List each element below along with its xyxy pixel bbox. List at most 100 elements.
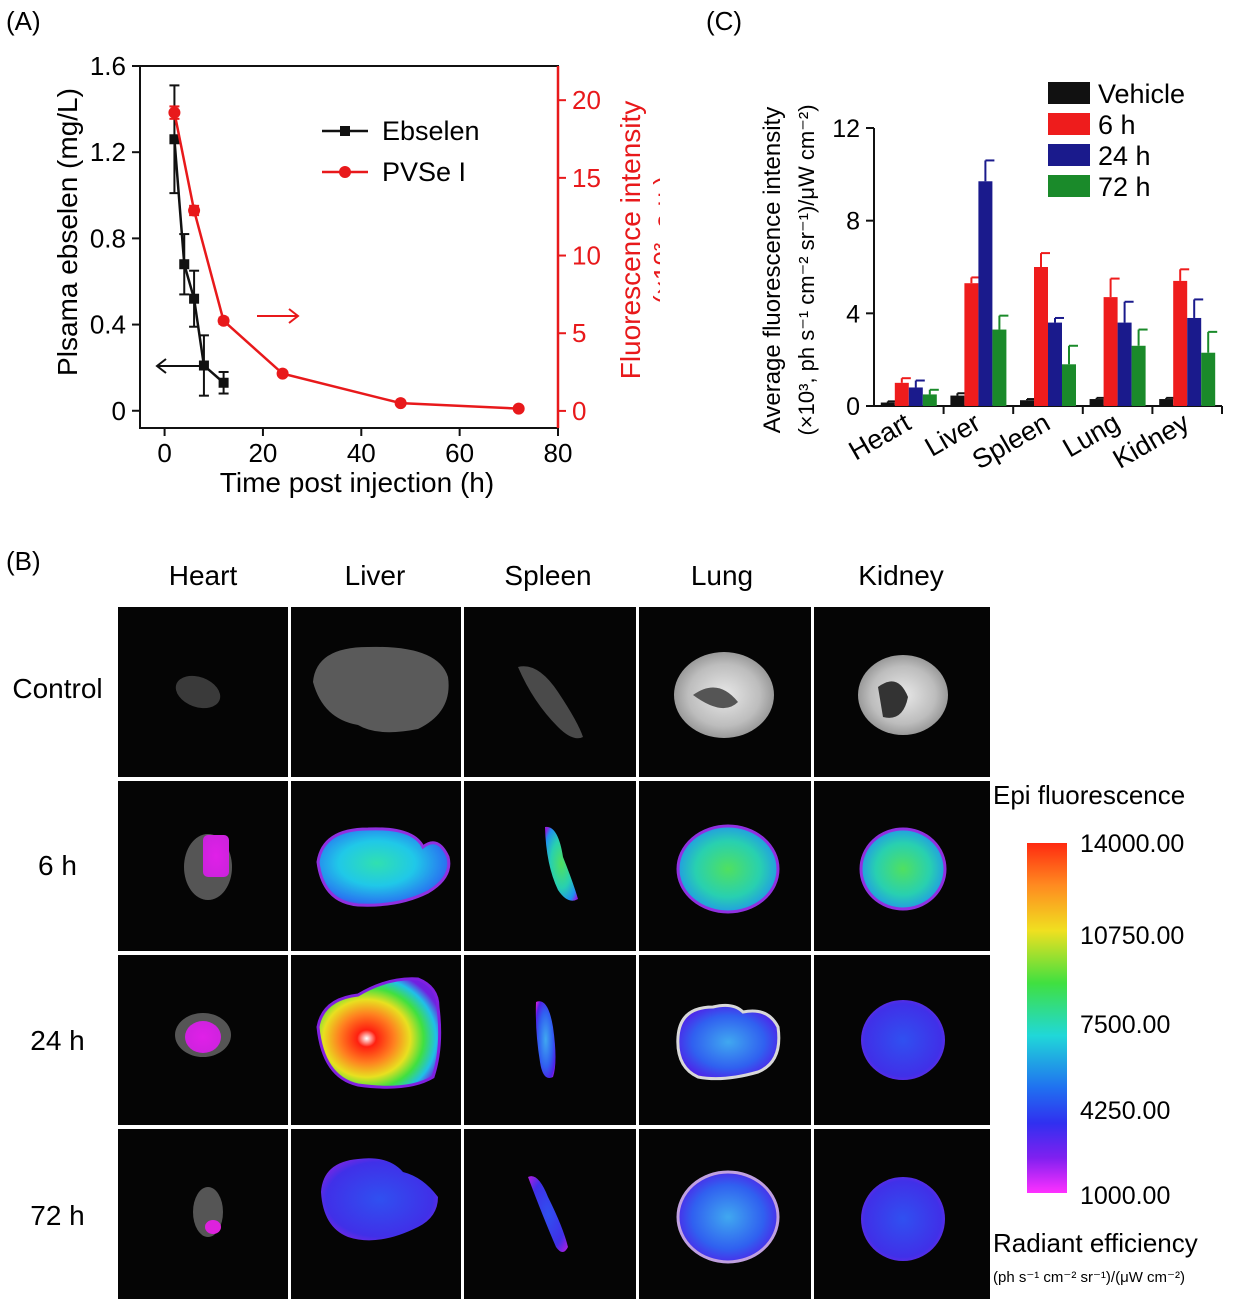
- legend-label: 6 h: [1098, 110, 1136, 140]
- colorbar-tick-4: 1000.00: [1080, 1182, 1171, 1210]
- y-right-tick-label: 0: [572, 396, 586, 426]
- y-tick-label: 12: [832, 115, 860, 143]
- legend-pvse: PVSe I: [382, 157, 466, 187]
- data-point: [179, 259, 190, 270]
- c-y-axis-label-2: (×10³, ph s⁻¹ cm⁻² sr⁻¹)/μW cm⁻²): [794, 104, 819, 435]
- category-label: Kidney: [1108, 407, 1195, 475]
- bar: [880, 402, 895, 406]
- bar: [1159, 399, 1174, 406]
- y-tick-label: 8: [846, 208, 860, 236]
- col-lung: Lung: [690, 560, 754, 591]
- panel-a-label: (A): [6, 6, 41, 36]
- legend-swatch: [1048, 82, 1090, 104]
- organ-spleen-6h: [545, 826, 578, 901]
- y-left-tick-label: 0.8: [90, 223, 126, 253]
- series-line: [173, 112, 519, 410]
- data-point: [188, 204, 201, 217]
- y-right-tick-label: 20: [572, 85, 601, 115]
- bar: [964, 283, 979, 406]
- organ-lung-24h: [676, 1003, 781, 1081]
- data-point: [198, 360, 209, 371]
- x-tick-label: 20: [248, 438, 277, 468]
- category-label: Spleen: [967, 407, 1055, 475]
- x-tick-label: 80: [544, 438, 573, 468]
- bar: [950, 395, 965, 406]
- legend-swatch: [1048, 144, 1090, 166]
- data-point: [169, 134, 180, 145]
- fluorescence-image-grid: [118, 607, 990, 1299]
- legend-label: 72 h: [1098, 172, 1151, 202]
- bar: [1187, 317, 1202, 406]
- bar: [1173, 280, 1188, 406]
- row-72h: 72 h: [30, 1200, 85, 1231]
- legend-label: Vehicle: [1098, 79, 1185, 109]
- legend: Ebselen PVSe I: [322, 116, 480, 187]
- data-point: [276, 367, 289, 380]
- bar: [1131, 345, 1146, 406]
- data-point: [217, 314, 230, 327]
- bar: [992, 329, 1007, 406]
- bar: [1062, 364, 1076, 406]
- bar: [1034, 267, 1048, 406]
- legend-swatch: [1048, 113, 1090, 135]
- colorbar-label: Radiant efficiency: [993, 1228, 1198, 1258]
- data-point: [394, 397, 407, 410]
- organ-liver-control: [313, 646, 449, 733]
- colorbar-title: Epi fluorescence: [993, 780, 1186, 810]
- bar: [922, 394, 937, 406]
- x-tick-label: 40: [347, 438, 376, 468]
- y-left-tick-label: 0: [112, 396, 126, 426]
- y-right-tick-label: 10: [572, 241, 601, 271]
- y-axis-right-label-1: Fluorescence intensity: [615, 101, 646, 380]
- bar: [1048, 322, 1062, 406]
- panel-a-chart: 0 20 40 60 80 0 0.4 0.8 1.2 1.6 0 5 10 15 20 Time post…: [52, 51, 660, 498]
- y-tick-label: 0: [846, 393, 860, 421]
- data-point: [168, 106, 181, 119]
- col-heart: Heart: [168, 560, 238, 591]
- organ-heart-24h: [185, 1021, 221, 1053]
- bar: [894, 382, 909, 406]
- bar: [1117, 322, 1132, 406]
- panel-c-label: (C): [706, 6, 743, 36]
- organ-lung-6h: [676, 824, 780, 914]
- colorbar-tick-2: 7500.00: [1080, 1011, 1171, 1039]
- y-right-tick-label: 15: [572, 163, 601, 193]
- y-left-tick-label: 1.6: [90, 51, 126, 81]
- data-point: [189, 293, 200, 304]
- row-24h: 24 h: [30, 1025, 85, 1056]
- organ-liver-72h: [321, 1158, 438, 1241]
- y-axis-right-label-2: (×10³, a.u.): [648, 176, 660, 304]
- y-axis-left-label: Plsama ebselen (mg/L): [52, 88, 83, 376]
- bar: [1103, 297, 1118, 406]
- arrow-left-indicator: [155, 358, 200, 374]
- legend-swatch: [1048, 175, 1090, 197]
- organ-lung-72h: [676, 1170, 780, 1264]
- x-axis-label: Time post injection (h): [220, 467, 494, 498]
- organ-spleen-24h: [535, 1001, 556, 1078]
- legend-ebselen: Ebselen: [382, 116, 480, 146]
- bar: [1089, 399, 1104, 406]
- organ-heart-6h: [203, 835, 229, 877]
- row-control: Control: [12, 673, 103, 704]
- organ-spleen-72h: [528, 1176, 568, 1252]
- organ-kidney-6h: [859, 827, 947, 911]
- col-liver: Liver: [344, 560, 406, 591]
- organ-liver-24h: [316, 977, 442, 1089]
- data-point: [512, 402, 525, 415]
- col-kidney: Kidney: [858, 560, 944, 591]
- data-point: [218, 377, 229, 388]
- organ-kidney-24h: [861, 1000, 945, 1080]
- bar: [908, 387, 923, 406]
- x-tick-label: 0: [157, 438, 171, 468]
- bar: [978, 181, 993, 406]
- x-tick-label: 60: [445, 438, 474, 468]
- y-left-tick-label: 1.2: [90, 137, 126, 167]
- organ-heart-72h: [205, 1220, 221, 1234]
- row-6h: 6 h: [38, 850, 77, 881]
- y-tick-label: 4: [846, 300, 860, 328]
- organ-liver-6h: [316, 827, 451, 907]
- colorbar-tick-1: 10750.00: [1080, 922, 1185, 950]
- organ-kidney-72h: [861, 1177, 945, 1261]
